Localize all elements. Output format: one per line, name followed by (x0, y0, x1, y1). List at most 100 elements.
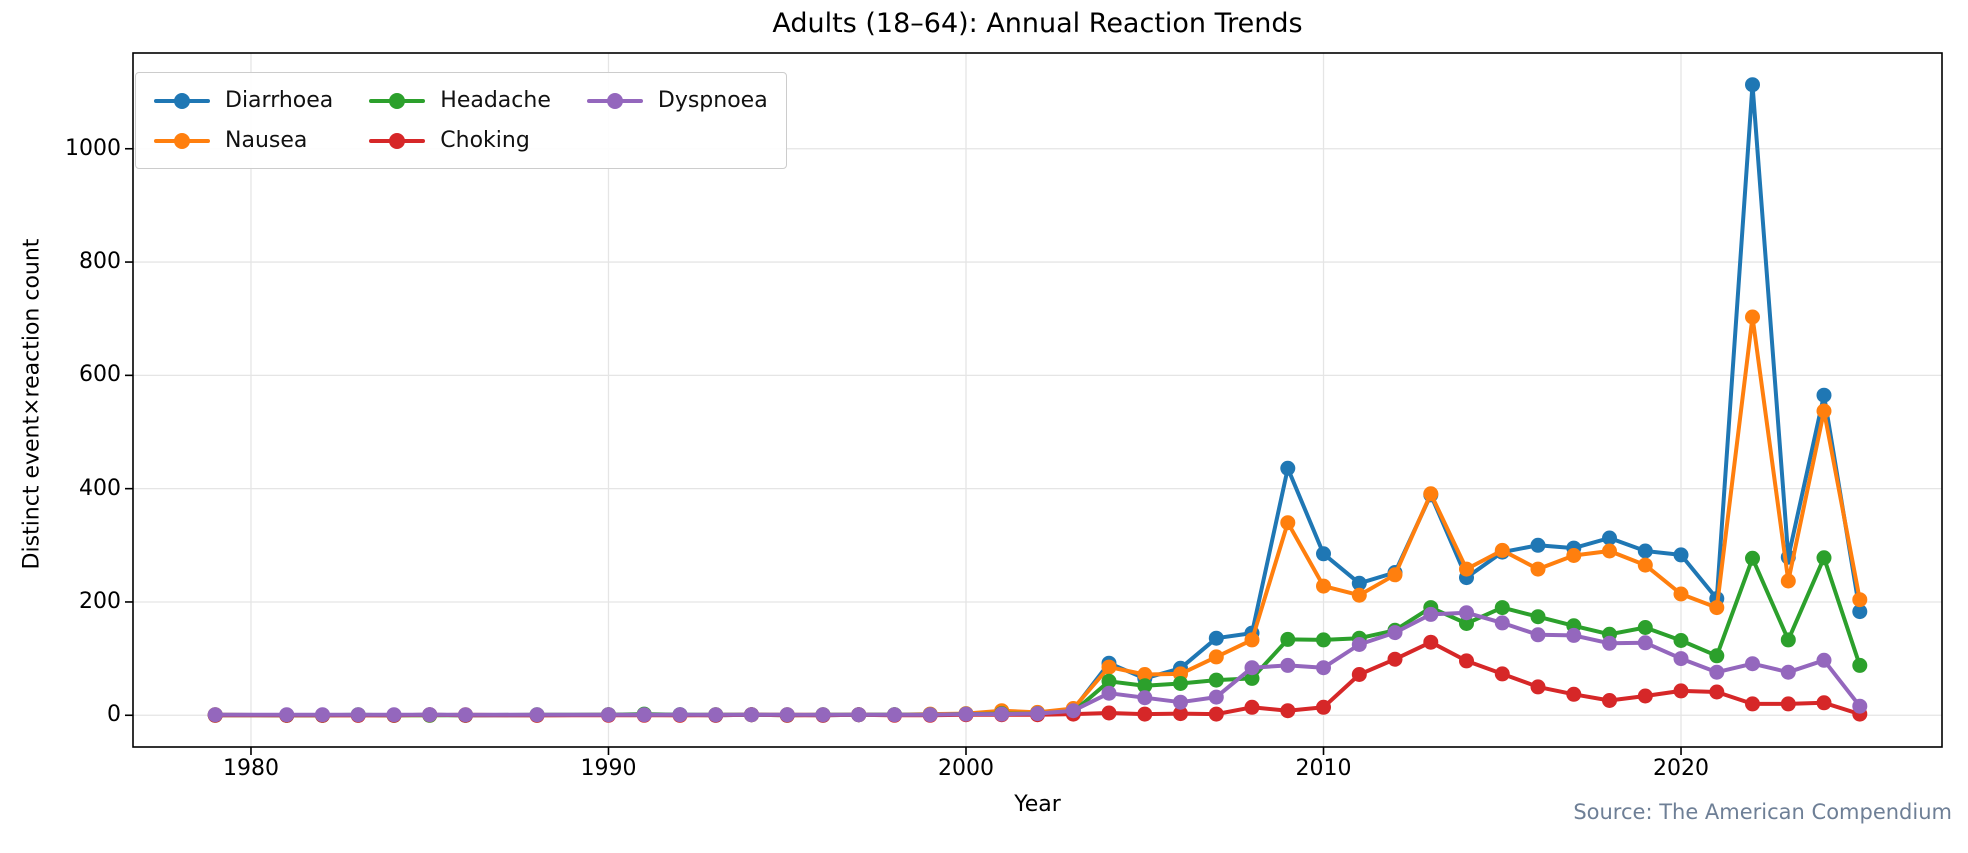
series-marker-dyspnoea (1423, 606, 1439, 622)
y-tick-label: 600 (79, 362, 121, 388)
series-marker-diarrhoea (1530, 537, 1546, 553)
series-marker-dyspnoea (815, 707, 831, 723)
series-marker-dyspnoea (279, 707, 295, 723)
series-marker-dyspnoea (851, 707, 867, 723)
series-marker-nausea (1780, 573, 1796, 589)
series-marker-dyspnoea (1316, 660, 1331, 676)
series-marker-headache (1173, 676, 1188, 691)
series-marker-diarrhoea (1351, 575, 1367, 591)
series-marker-dyspnoea (708, 707, 724, 723)
series-marker-nausea (1137, 667, 1153, 682)
series-marker-headache (1316, 632, 1331, 648)
series-marker-dyspnoea (1387, 625, 1403, 641)
series-marker-headache (1745, 550, 1760, 566)
chart-legend: Diarrhoea Nausea Headache Choking Dyspnoea (135, 72, 787, 169)
series-marker-dyspnoea (350, 707, 366, 723)
series-marker-headache (1852, 657, 1868, 673)
series-marker-choking (1387, 651, 1403, 667)
series-marker-dyspnoea (422, 707, 438, 723)
series-marker-choking (1530, 679, 1546, 695)
series-marker-nausea (1673, 586, 1689, 602)
series-marker-nausea (1494, 542, 1510, 558)
series-marker-diarrhoea (1208, 630, 1224, 646)
series-line-nausea (213, 315, 1862, 718)
series-marker-nausea (1816, 403, 1832, 419)
series-marker-headache (1101, 673, 1117, 689)
plot-border (132, 52, 1943, 748)
series-marker-choking (1602, 693, 1617, 708)
series-marker-nausea (1852, 592, 1868, 608)
series-marker-dyspnoea (529, 707, 545, 723)
series-marker-dyspnoea (1852, 698, 1868, 714)
series-marker-nausea (1101, 659, 1117, 675)
series-marker-nausea (1351, 587, 1367, 603)
series-marker-nausea (1387, 567, 1403, 583)
x-tick-label: 2010 (1295, 756, 1352, 781)
y-tick-label: 400 (79, 475, 121, 501)
series-marker-nausea (1459, 561, 1474, 577)
series-marker-diarrhoea (1316, 546, 1331, 562)
series-marker-nausea (1244, 632, 1260, 648)
series-marker-choking (1280, 703, 1296, 719)
series-marker-dyspnoea (1280, 657, 1296, 673)
series-marker-dyspnoea (744, 707, 759, 723)
legend-swatch-icon (154, 132, 210, 149)
legend-swatch-icon (369, 92, 426, 109)
series-marker-choking (1316, 699, 1331, 715)
series-marker-headache (1637, 620, 1653, 635)
series-marker-choking (1494, 666, 1510, 682)
legend-column: Headache Choking (369, 84, 551, 157)
series-marker-dyspnoea (386, 707, 402, 723)
y-tick-label: 800 (79, 249, 121, 275)
series-marker-nausea (1709, 600, 1725, 616)
series-marker-dyspnoea (1351, 637, 1367, 652)
series-marker-dyspnoea (779, 707, 795, 723)
legend-item-dyspnoea: Dyspnoea (586, 84, 768, 117)
series-marker-dyspnoea (1816, 652, 1832, 668)
series-marker-choking (1780, 696, 1796, 712)
series-marker-choking (1566, 686, 1582, 702)
legend-column: Dyspnoea (586, 84, 768, 157)
series-marker-dyspnoea (1745, 656, 1760, 672)
legend-marker-icon (389, 92, 406, 109)
series-marker-choking (1673, 683, 1689, 699)
legend-label: Diarrhoea (225, 88, 334, 113)
series-marker-headache (1709, 648, 1725, 664)
legend-marker-icon (174, 132, 190, 149)
series-marker-diarrhoea (1673, 547, 1689, 563)
series-marker-diarrhoea (1816, 387, 1832, 403)
series-marker-choking (1745, 696, 1760, 712)
series-marker-dyspnoea (1709, 664, 1725, 680)
series-marker-dyspnoea (1244, 660, 1260, 676)
series-marker-dyspnoea (1637, 635, 1653, 651)
series-marker-nausea (1423, 486, 1439, 502)
series-marker-dyspnoea (1065, 703, 1081, 719)
legend-column: Diarrhoea Nausea (154, 84, 333, 157)
series-marker-headache (1530, 609, 1546, 625)
series-marker-dyspnoea (1673, 651, 1689, 667)
series-marker-dyspnoea (1780, 664, 1796, 680)
series-marker-headache (1459, 616, 1474, 631)
chart-title: Adults (18–64): Annual Reaction Trends (772, 8, 1303, 39)
series-marker-choking (1173, 706, 1188, 722)
series-marker-choking (1208, 706, 1224, 722)
legend-label: Choking (440, 128, 530, 153)
series-marker-headache (1494, 600, 1510, 616)
series-marker-dyspnoea (1208, 689, 1224, 705)
series-marker-nausea (1745, 309, 1760, 325)
series-marker-dyspnoea (1137, 690, 1153, 706)
series-marker-dyspnoea (636, 707, 652, 723)
x-tick-label: 2000 (937, 756, 994, 781)
x-tick-label: 2020 (1653, 756, 1710, 781)
series-marker-headache (1816, 550, 1832, 566)
series-marker-choking (1423, 634, 1439, 650)
series-marker-dyspnoea (922, 707, 938, 723)
series-marker-dyspnoea (1566, 627, 1582, 643)
series-marker-choking (1816, 695, 1832, 711)
legend-item-headache: Headache (369, 84, 551, 117)
series-marker-headache (1673, 633, 1689, 648)
series-marker-headache (1244, 670, 1260, 686)
series-marker-nausea (1316, 578, 1331, 594)
